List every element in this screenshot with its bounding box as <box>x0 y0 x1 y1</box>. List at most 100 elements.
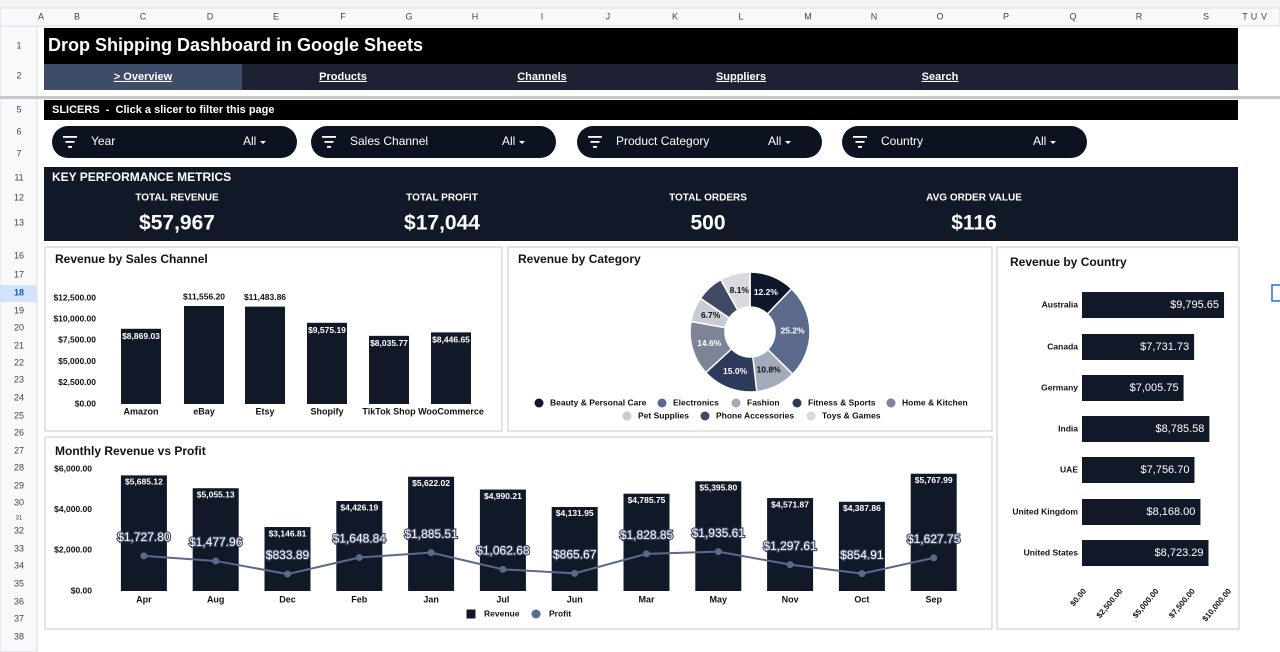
x-tick-label: May <box>710 594 728 604</box>
column-header[interactable]: Q <box>1069 11 1076 21</box>
column-header[interactable]: G <box>405 11 412 21</box>
row-header[interactable]: 7 <box>16 148 21 158</box>
filter-icon <box>593 146 597 148</box>
legend-label: Phone Accessories <box>716 410 794 420</box>
column-header[interactable]: A <box>38 11 44 21</box>
nav-link[interactable]: Search <box>922 71 959 83</box>
column-header[interactable]: O <box>936 11 943 21</box>
row-header[interactable]: 13 <box>14 217 24 227</box>
y-tick-label: UAE <box>1060 464 1078 474</box>
cell-selection[interactable] <box>1271 284 1280 302</box>
x-tick-label: Apr <box>136 594 152 604</box>
row-header[interactable]: 26 <box>14 427 24 437</box>
column-header[interactable]: I <box>541 11 544 21</box>
slicer-label: Sales Channel <box>350 134 428 148</box>
column-header[interactable]: U <box>1251 11 1258 21</box>
row-header[interactable]: 20 <box>14 322 24 332</box>
row-header[interactable]: 36 <box>14 596 24 606</box>
column-header[interactable]: R <box>1136 11 1143 21</box>
row-header[interactable]: 29 <box>14 480 24 490</box>
row-header[interactable]: 2 <box>16 70 21 80</box>
slicer[interactable]: Sales Channel All <box>311 126 556 158</box>
value-label: $4,131.95 <box>556 508 594 518</box>
row-header[interactable]: 32 <box>14 525 24 535</box>
row-header[interactable]: 6 <box>16 126 21 136</box>
column-header[interactable]: B <box>74 11 80 21</box>
row-header[interactable]: 33 <box>14 543 24 553</box>
row-header[interactable]: 17 <box>14 269 24 279</box>
bar <box>623 493 670 591</box>
bar <box>120 475 167 591</box>
nav-link[interactable]: Channels <box>517 71 567 83</box>
row-header[interactable]: 30 <box>14 497 24 507</box>
row-header[interactable]: 19 <box>14 305 24 315</box>
slicer-pill[interactable] <box>577 126 822 158</box>
row-header[interactable]: 34 <box>14 560 24 570</box>
chart-title: Revenue by Sales Channel <box>55 252 208 266</box>
row-header[interactable]: 11 <box>14 172 23 182</box>
column-header[interactable]: H <box>472 11 479 21</box>
row-header[interactable]: 5 <box>16 104 21 114</box>
row-header[interactable]: 18 <box>14 287 24 297</box>
column-header[interactable]: P <box>1003 11 1009 21</box>
row-header[interactable]: 12 <box>14 192 24 202</box>
slicer-pill[interactable] <box>311 126 556 158</box>
slicer-pill[interactable] <box>52 126 297 158</box>
value-label: $4,426.19 <box>340 502 378 512</box>
column-header[interactable]: S <box>1203 11 1209 21</box>
column-header[interactable]: C <box>140 11 147 21</box>
filter-icon <box>590 141 600 143</box>
profit-point <box>284 570 291 578</box>
profit-line <box>143 550 934 576</box>
column-header[interactable]: M <box>804 11 812 21</box>
row-header[interactable]: 28 <box>14 462 24 472</box>
bar <box>121 328 161 404</box>
x-tick-label: Jun <box>567 594 583 604</box>
nav-link[interactable]: Suppliers <box>716 71 766 83</box>
column-header[interactable]: L <box>738 11 743 21</box>
x-tick-label: Dec <box>279 594 296 604</box>
slicer[interactable]: Year All <box>52 126 297 158</box>
row-header[interactable]: 22 <box>14 357 24 367</box>
column-header[interactable]: V <box>1261 11 1267 21</box>
row-header[interactable]: 1 <box>16 40 21 50</box>
row-header[interactable]: 21 <box>14 340 24 350</box>
kpi-value: $57,967 <box>139 212 215 235</box>
slicer[interactable]: Product Category All <box>577 126 822 158</box>
row-header[interactable]: 16 <box>14 250 24 260</box>
y-tick-label: $10,000.00 <box>53 313 96 323</box>
nav-link[interactable]: > Overview <box>114 71 173 83</box>
column-header[interactable]: N <box>871 11 878 21</box>
row-header[interactable]: 37 <box>14 613 24 623</box>
row-header[interactable]: 23 <box>14 374 24 384</box>
row-header[interactable]: 24 <box>14 392 24 402</box>
slicer-pill[interactable] <box>842 126 1087 158</box>
column-header[interactable]: D <box>207 11 214 21</box>
legend-label: Beauty & Personal Care <box>550 397 647 407</box>
column-header[interactable]: F <box>340 11 346 21</box>
row-header[interactable]: 31 <box>16 516 23 522</box>
bar <box>336 501 383 591</box>
row-header[interactable]: 38 <box>14 631 24 641</box>
column-header[interactable]: E <box>273 11 279 21</box>
row-header[interactable]: 35 <box>14 578 24 588</box>
row-header[interactable]: 25 <box>14 410 24 420</box>
chart-title: Revenue by Category <box>518 252 641 266</box>
value-label: $8,168.00 <box>1146 506 1195 518</box>
title-band <box>44 28 1238 64</box>
y-tick-label: India <box>1058 423 1078 433</box>
row-header[interactable]: 27 <box>14 445 24 455</box>
chart: Monthly Revenue vs Profit $0.00 $2,000.00 $… <box>44 436 993 630</box>
column-header[interactable]: J <box>606 11 611 21</box>
nav-link[interactable]: Products <box>319 71 367 83</box>
slicer[interactable]: Country All <box>842 126 1087 158</box>
charts: Revenue by Sales Channel $0.00 $2,500.00 $5… <box>44 246 1240 630</box>
slice-label: 14.6% <box>697 338 722 348</box>
column-header[interactable]: T <box>1242 11 1248 21</box>
x-tick-label: Aug <box>207 594 225 604</box>
freeze-line <box>0 96 1280 99</box>
y-tick-label: $2,500.00 <box>58 377 96 387</box>
column-header[interactable]: K <box>672 11 678 21</box>
value-label: $8,785.58 <box>1155 423 1204 435</box>
x-tick-label: WooCommerce <box>418 406 484 416</box>
